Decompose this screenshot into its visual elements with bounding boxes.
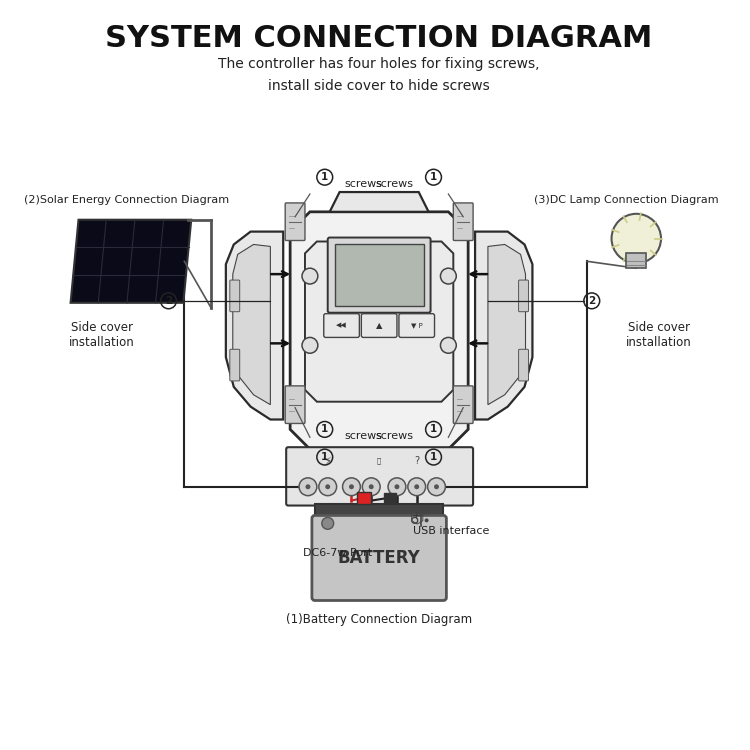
Text: Side cover
installation: Side cover installation bbox=[69, 322, 135, 350]
Polygon shape bbox=[226, 232, 284, 419]
Text: ⚡: ⚡ bbox=[324, 456, 332, 466]
FancyBboxPatch shape bbox=[230, 350, 240, 381]
FancyBboxPatch shape bbox=[362, 314, 397, 338]
Text: USB interface: USB interface bbox=[413, 526, 490, 536]
Circle shape bbox=[611, 214, 661, 263]
Text: 1: 1 bbox=[321, 172, 328, 182]
FancyBboxPatch shape bbox=[285, 386, 305, 424]
Polygon shape bbox=[330, 192, 428, 211]
Text: (2)Solar Energy Connection Diagram: (2)Solar Energy Connection Diagram bbox=[25, 195, 230, 205]
Text: 🔋: 🔋 bbox=[377, 458, 381, 464]
Text: The controller has four holes for fixing screws,
install side cover to hide scre: The controller has four holes for fixing… bbox=[218, 58, 540, 93]
Circle shape bbox=[349, 484, 354, 489]
Text: screws: screws bbox=[344, 179, 382, 189]
Text: 1: 1 bbox=[321, 424, 328, 434]
FancyBboxPatch shape bbox=[518, 280, 529, 312]
Circle shape bbox=[322, 518, 334, 530]
Circle shape bbox=[440, 268, 456, 284]
FancyBboxPatch shape bbox=[334, 244, 424, 306]
FancyBboxPatch shape bbox=[518, 350, 529, 381]
FancyBboxPatch shape bbox=[230, 280, 240, 312]
FancyBboxPatch shape bbox=[285, 203, 305, 241]
Text: SYSTEM CONNECTION DIAGRAM: SYSTEM CONNECTION DIAGRAM bbox=[106, 24, 652, 53]
Text: screws: screws bbox=[344, 431, 382, 441]
Circle shape bbox=[414, 484, 419, 489]
Text: BATTERY: BATTERY bbox=[338, 549, 421, 567]
Circle shape bbox=[388, 478, 406, 496]
Text: 1: 1 bbox=[430, 452, 437, 462]
Text: 2: 2 bbox=[588, 296, 596, 306]
FancyBboxPatch shape bbox=[286, 447, 473, 506]
Circle shape bbox=[299, 478, 316, 496]
Text: Side cover
installation: Side cover installation bbox=[626, 322, 692, 350]
Polygon shape bbox=[488, 244, 526, 405]
Circle shape bbox=[343, 478, 360, 496]
FancyBboxPatch shape bbox=[626, 254, 646, 268]
Text: 1: 1 bbox=[430, 172, 437, 182]
Circle shape bbox=[326, 484, 330, 489]
FancyBboxPatch shape bbox=[384, 493, 396, 502]
Circle shape bbox=[315, 511, 340, 536]
Circle shape bbox=[319, 478, 337, 496]
Circle shape bbox=[302, 338, 318, 353]
Text: ?: ? bbox=[414, 456, 419, 466]
Polygon shape bbox=[475, 232, 532, 419]
Text: ◀◀: ◀◀ bbox=[336, 322, 347, 328]
Text: +: + bbox=[412, 512, 422, 521]
Circle shape bbox=[424, 518, 428, 522]
Text: 1: 1 bbox=[321, 452, 328, 462]
Text: 2: 2 bbox=[165, 296, 172, 306]
FancyBboxPatch shape bbox=[324, 314, 359, 338]
FancyBboxPatch shape bbox=[312, 515, 446, 601]
Text: 1: 1 bbox=[430, 424, 437, 434]
Polygon shape bbox=[70, 220, 191, 303]
FancyBboxPatch shape bbox=[358, 492, 371, 503]
Circle shape bbox=[434, 484, 439, 489]
FancyBboxPatch shape bbox=[399, 314, 434, 338]
FancyBboxPatch shape bbox=[453, 386, 473, 424]
Polygon shape bbox=[290, 211, 468, 449]
Circle shape bbox=[440, 338, 456, 353]
Circle shape bbox=[408, 478, 425, 496]
Text: ▼ P: ▼ P bbox=[411, 322, 422, 328]
Circle shape bbox=[305, 484, 310, 489]
Text: DC6-7w Port: DC6-7w Port bbox=[303, 548, 372, 558]
Text: (1)Battery Connection Diagram: (1)Battery Connection Diagram bbox=[286, 613, 472, 626]
Polygon shape bbox=[232, 244, 270, 405]
Circle shape bbox=[302, 268, 318, 284]
Text: ▲: ▲ bbox=[376, 321, 382, 330]
Text: screws: screws bbox=[376, 179, 414, 189]
Circle shape bbox=[427, 478, 445, 496]
FancyBboxPatch shape bbox=[315, 503, 443, 518]
Circle shape bbox=[394, 484, 400, 489]
Text: ⬡: ⬡ bbox=[410, 509, 424, 527]
Circle shape bbox=[369, 484, 374, 489]
Circle shape bbox=[362, 478, 380, 496]
Polygon shape bbox=[305, 242, 453, 402]
FancyBboxPatch shape bbox=[453, 203, 473, 241]
FancyBboxPatch shape bbox=[328, 238, 430, 313]
Text: screws: screws bbox=[376, 431, 414, 441]
Text: (3)DC Lamp Connection Diagram: (3)DC Lamp Connection Diagram bbox=[534, 195, 718, 205]
